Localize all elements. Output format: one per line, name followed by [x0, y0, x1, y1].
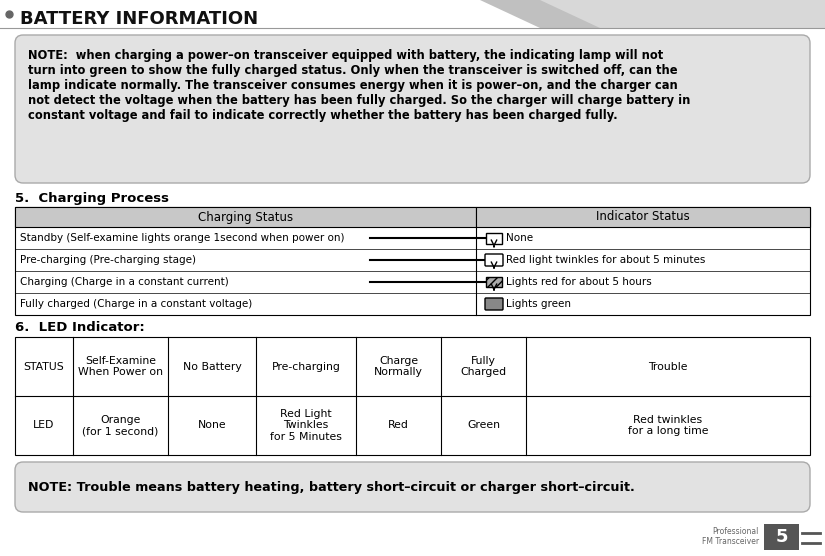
Polygon shape	[0, 0, 540, 28]
Text: Pre-charging: Pre-charging	[271, 361, 341, 371]
Bar	[764, 524, 799, 550]
Text: Pre-charging (Pre-charging stage): Pre-charging (Pre-charging stage)	[20, 255, 196, 265]
Text: Lights red for about 5 hours: Lights red for about 5 hours	[506, 277, 652, 287]
Text: Trouble: Trouble	[648, 361, 688, 371]
Text: Orange
(for 1 second): Orange (for 1 second)	[82, 415, 158, 436]
FancyBboxPatch shape	[15, 462, 810, 512]
FancyBboxPatch shape	[485, 298, 503, 310]
Text: NOTE:  when charging a power–on transceiver equipped with battery, the indicatin: NOTE: when charging a power–on transceiv…	[28, 49, 691, 122]
Text: NOTE: Trouble means battery heating, battery short–circuit or charger short–circ: NOTE: Trouble means battery heating, bat…	[28, 480, 634, 494]
Polygon shape	[540, 0, 825, 28]
Text: Professional: Professional	[713, 528, 759, 537]
FancyBboxPatch shape	[15, 35, 810, 183]
Bar	[476, 207, 810, 227]
Text: Red: Red	[388, 420, 409, 430]
Text: Lights green: Lights green	[506, 299, 571, 309]
Bar	[486, 233, 502, 244]
Text: FM Transceiver: FM Transceiver	[702, 538, 759, 547]
Bar	[15, 337, 810, 455]
Polygon shape	[0, 0, 825, 28]
Text: Red twinkles
for a long time: Red twinkles for a long time	[628, 415, 708, 436]
Text: Red light twinkles for about 5 minutes: Red light twinkles for about 5 minutes	[506, 255, 705, 265]
Text: Fully charged (Charge in a constant voltage): Fully charged (Charge in a constant volt…	[20, 299, 252, 309]
FancyBboxPatch shape	[485, 254, 503, 266]
Text: 5: 5	[776, 528, 788, 546]
Text: None: None	[198, 420, 226, 430]
Bar	[486, 277, 502, 287]
Text: BATTERY INFORMATION: BATTERY INFORMATION	[20, 10, 258, 28]
Text: Self-Examine
When Power on: Self-Examine When Power on	[78, 356, 163, 378]
Text: Red Light
Twinkles
for 5 Minutes: Red Light Twinkles for 5 Minutes	[270, 409, 342, 442]
Text: Green: Green	[467, 420, 500, 430]
Text: LED: LED	[33, 420, 54, 430]
Text: No Battery: No Battery	[182, 361, 242, 371]
Text: Charging Status: Charging Status	[198, 211, 293, 224]
Text: Standby (Self-examine lights orange 1second when power on): Standby (Self-examine lights orange 1sec…	[20, 233, 345, 243]
Text: Charging (Charge in a constant current): Charging (Charge in a constant current)	[20, 277, 229, 287]
Text: None: None	[506, 233, 533, 243]
Bar	[15, 207, 810, 315]
Text: Fully
Charged: Fully Charged	[460, 356, 507, 378]
Text: Indicator Status: Indicator Status	[596, 211, 690, 224]
Text: STATUS: STATUS	[24, 361, 64, 371]
Text: 5.  Charging Process: 5. Charging Process	[15, 192, 169, 205]
Text: Charge
Normally: Charge Normally	[374, 356, 423, 378]
Text: 6.  LED Indicator:: 6. LED Indicator:	[15, 321, 144, 334]
Bar	[15, 207, 476, 227]
